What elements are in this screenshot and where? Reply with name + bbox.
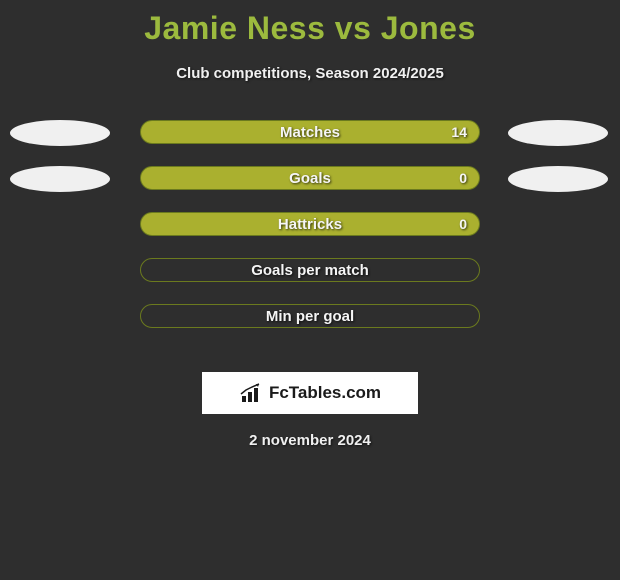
stat-label: Goals per match [251,262,369,279]
logo: FcTables.com [239,382,381,404]
chart-icon [239,382,265,404]
stat-row-matches: Matches 14 [0,120,620,166]
page-title: Jamie Ness vs Jones [0,0,620,47]
stat-row-goals-per-match: Goals per match [0,258,620,304]
stat-bar-goals: Goals 0 [140,166,480,190]
left-value-ellipse [10,166,110,192]
stat-bar-hattricks: Hattricks 0 [140,212,480,236]
stat-bar-goals-per-match: Goals per match [140,258,480,282]
logo-text: FcTables.com [269,383,381,403]
stat-value: 0 [459,216,467,232]
right-value-ellipse [508,166,608,192]
stat-bar-matches: Matches 14 [140,120,480,144]
left-value-ellipse [10,120,110,146]
right-value-ellipse [508,120,608,146]
stat-label: Min per goal [266,308,354,325]
date-text: 2 november 2024 [0,432,620,449]
stat-value: 0 [459,170,467,186]
stat-label: Hattricks [278,216,342,233]
comparison-chart: Matches 14 Goals 0 Hattricks 0 Goals per… [0,120,620,350]
logo-box: FcTables.com [202,372,418,414]
stat-label: Goals [289,170,331,187]
stat-row-goals: Goals 0 [0,166,620,212]
stat-label: Matches [280,124,340,141]
stat-value: 14 [451,124,467,140]
stat-row-hattricks: Hattricks 0 [0,212,620,258]
stat-bar-min-per-goal: Min per goal [140,304,480,328]
subtitle: Club competitions, Season 2024/2025 [0,65,620,82]
stat-row-min-per-goal: Min per goal [0,304,620,350]
